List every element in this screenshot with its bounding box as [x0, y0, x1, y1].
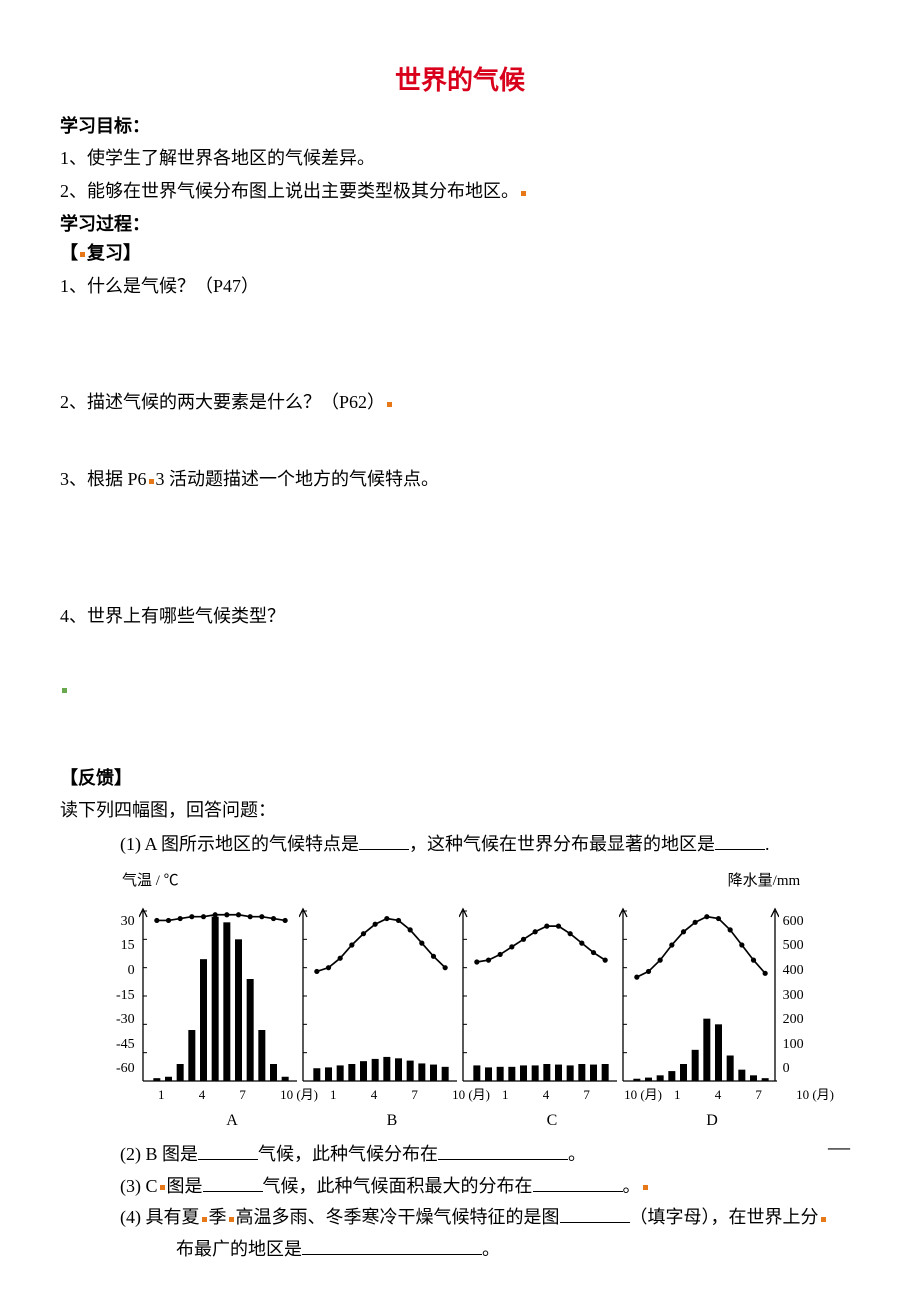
period: 。 — [568, 1144, 586, 1164]
fb4-c: 布最广的地区是 — [176, 1239, 302, 1259]
dot-icon — [62, 688, 67, 693]
precip-axis-label: 降水量/mm — [728, 869, 801, 893]
objective-2-text: 2、能够在世界气候分布图上说出主要类型极其分布地区。 — [60, 181, 519, 201]
period: 。 — [623, 1176, 641, 1196]
page-title: 世界的气候 — [60, 60, 860, 102]
period: 。 — [482, 1239, 500, 1259]
temp-tick: 30 — [121, 911, 135, 933]
feedback-q3: (3) C 图是 气候，此种气候面积最大的分布在 。 — [60, 1171, 860, 1201]
dot-icon — [149, 479, 154, 484]
review-q1: 1、什么是气候？（P47） — [60, 272, 860, 301]
panel-letter: A — [152, 1106, 312, 1134]
fb4-mid: 季 — [209, 1207, 227, 1227]
review-q2: 2、描述气候的两大要素是什么？（P62） — [60, 388, 860, 417]
dot-icon — [80, 252, 85, 257]
dot-icon — [521, 191, 526, 196]
x-axis-labels: 14710 (月) — [496, 1085, 668, 1106]
precip-tick: 300 — [783, 985, 804, 1007]
climate-panel-c — [459, 893, 619, 1085]
feedback-q2: (2) B 图是 气候，此种气候分布在 。 — [60, 1139, 860, 1169]
dot-icon — [643, 1185, 648, 1190]
dot-icon — [202, 1217, 207, 1222]
fb1-a: (1) A 图所示地区的气候特点是 — [120, 834, 359, 854]
precip-tick: 400 — [783, 960, 804, 982]
fb4-mid2: 高温多雨、冬季寒冷干燥气候特征的是图 — [236, 1207, 560, 1227]
review-text: 复习】 — [87, 243, 141, 263]
temp-tick: 0 — [128, 960, 135, 982]
objective-1: 1、使学生了解世界各地区的气候差异。 — [60, 144, 860, 173]
fb2-b: 气候，此种气候分布在 — [258, 1144, 438, 1164]
q3-b: 3 活动题描述一个地方的气候特点。 — [156, 469, 440, 489]
dot-icon — [387, 402, 392, 407]
fb3-a2: 图是 — [167, 1176, 203, 1196]
precip-tick: 100 — [783, 1034, 804, 1056]
temp-tick: 15 — [121, 935, 135, 957]
process-heading: 学习过程： — [60, 210, 860, 239]
temp-axis-ticks: 3015 0 -15 -30 -45 -60 — [116, 911, 139, 1081]
bracket-text: 【 — [60, 243, 78, 263]
fb3-pre: (3) C — [120, 1176, 158, 1196]
review-q4: 4、世界上有哪些气候类型？ — [60, 602, 860, 631]
review-heading: 【复习】 — [60, 239, 860, 268]
dot-punct: . — [765, 834, 770, 854]
precip-tick: 200 — [783, 1009, 804, 1031]
objective-2: 2、能够在世界气候分布图上说出主要类型极其分布地区。 — [60, 177, 860, 206]
climate-panel-a — [139, 893, 299, 1085]
q2-text: 2、描述气候的两大要素是什么？（P62） — [60, 392, 385, 412]
fb4-pre: (4) 具有夏 — [120, 1207, 200, 1227]
precip-tick: 600 — [783, 911, 804, 933]
x-axis-labels: 14710 (月) — [324, 1085, 496, 1106]
climate-charts: 气温 / ℃ 3015 0 -15 -30 -45 -60 600500 400 300200… — [116, 869, 860, 1133]
review-q3: 3、根据 P6 3 活动题描述一个地方的气候特点。 — [60, 465, 860, 494]
precip-axis-ticks: 600500 400 300200 1000 — [779, 911, 804, 1081]
fb3-b: 气候，此种气候面积最大的分布在 — [263, 1176, 533, 1196]
x-axis-labels: 14710 (月) — [668, 1085, 840, 1106]
climate-panel-d — [619, 893, 779, 1085]
temp-tick: -45 — [116, 1034, 135, 1056]
panel-letter: D — [632, 1106, 792, 1134]
feedback-q4: (4) 具有夏季高温多雨、冬季寒冷干燥气候特征的是图 （填字母），在世界上分 — [60, 1202, 860, 1232]
feedback-q1: (1) A 图所示地区的气候特点是 ，这种气候在世界分布最显著的地区是. — [60, 829, 860, 859]
fb1-b: ，这种气候在世界分布最显著的地区是 — [409, 834, 715, 854]
dot-icon — [160, 1185, 165, 1190]
temp-tick: -15 — [116, 985, 135, 1007]
feedback-intro: 读下列四幅图，回答问题： — [60, 796, 860, 825]
feedback-heading: 【反馈】 — [60, 764, 860, 793]
climate-panel-b — [299, 893, 459, 1085]
objectives-heading: 学习目标： — [60, 112, 860, 141]
dot-icon — [821, 1217, 826, 1222]
x-axis-labels: 14710 (月) — [152, 1085, 324, 1106]
feedback-q4-line2: 布最广的地区是 。 — [60, 1234, 860, 1264]
panel-letter: B — [312, 1106, 472, 1134]
precip-tick: 0 — [783, 1058, 790, 1080]
precip-tick: 500 — [783, 935, 804, 957]
fb4-b: （填字母），在世界上分 — [630, 1207, 819, 1227]
panel-letter: C — [472, 1106, 632, 1134]
temp-axis-label: 气温 / ℃ — [116, 869, 804, 893]
dash-mark: — — [828, 1129, 850, 1164]
fb2-a: (2) B 图是 — [120, 1144, 198, 1164]
q3-a: 3、根据 P6 — [60, 469, 147, 489]
temp-tick: -60 — [116, 1058, 135, 1080]
dot-icon — [229, 1217, 234, 1222]
temp-tick: -30 — [116, 1009, 135, 1031]
